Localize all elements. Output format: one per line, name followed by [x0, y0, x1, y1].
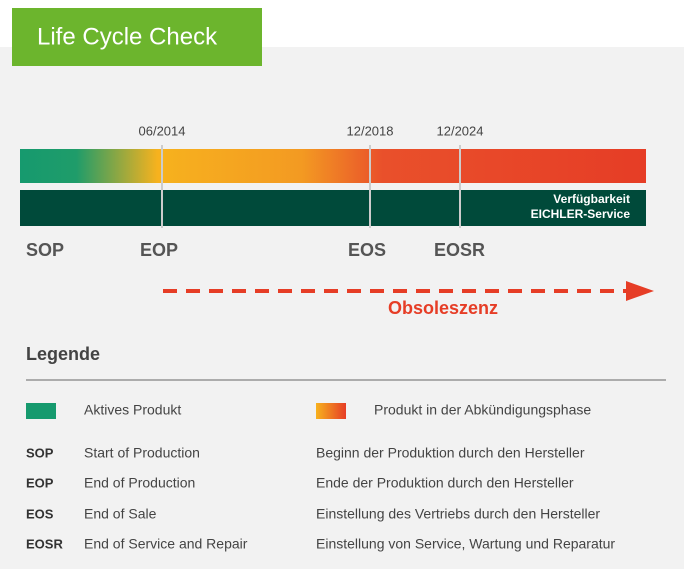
- date-label: 12/2018: [347, 123, 394, 138]
- row-term: Start of Production: [84, 445, 200, 461]
- milestone: EOSR: [434, 240, 485, 260]
- row-description: Einstellung des Vertriebs durch den Hers…: [316, 506, 600, 522]
- service-label: EICHLER-Service: [531, 207, 631, 221]
- panel-background: [0, 47, 684, 569]
- row-description: Einstellung von Service, Wartung und Rep…: [316, 536, 615, 552]
- row-term: End of Sale: [84, 506, 157, 522]
- milestone: SOP: [26, 240, 64, 260]
- row-abbr: EOSR: [26, 536, 63, 551]
- header-box: [12, 8, 262, 66]
- date-label: 12/2024: [437, 123, 484, 138]
- row-term: End of Service and Repair: [84, 536, 248, 552]
- header-title: Life Cycle Check: [37, 23, 218, 50]
- service-bar: [20, 190, 646, 226]
- date-markers: 06/2014 12/2018 12/2024: [139, 123, 484, 228]
- swatch-active: [26, 403, 56, 419]
- row-term: End of Production: [84, 475, 195, 491]
- row-abbr: SOP: [26, 445, 54, 460]
- swatch-label: Produkt in der Abkündigungsphase: [374, 402, 591, 418]
- date-label: 06/2014: [139, 123, 186, 138]
- row-abbr: EOS: [26, 506, 54, 521]
- arrow-head: [626, 281, 654, 301]
- row-description: Ende der Produktion durch den Hersteller: [316, 475, 574, 491]
- swatch-phaseout: [316, 403, 346, 419]
- milestones: SOP EOP EOS EOSR: [26, 240, 485, 260]
- arrow-label: Obsoleszenz: [388, 298, 498, 318]
- row-abbr: EOP: [26, 475, 54, 490]
- lifecycle-bar: [20, 149, 646, 183]
- service-label: Verfügbarkeit: [553, 192, 630, 206]
- row-description: Beginn der Produktion durch den Herstell…: [316, 445, 585, 461]
- milestone: EOP: [140, 240, 178, 260]
- legend-rows: SOP Start of Production Beginn der Produkt…: [26, 445, 615, 552]
- swatch-label: Aktives Produkt: [84, 402, 181, 418]
- legend-title: Legende: [26, 344, 100, 364]
- milestone: EOS: [348, 240, 386, 260]
